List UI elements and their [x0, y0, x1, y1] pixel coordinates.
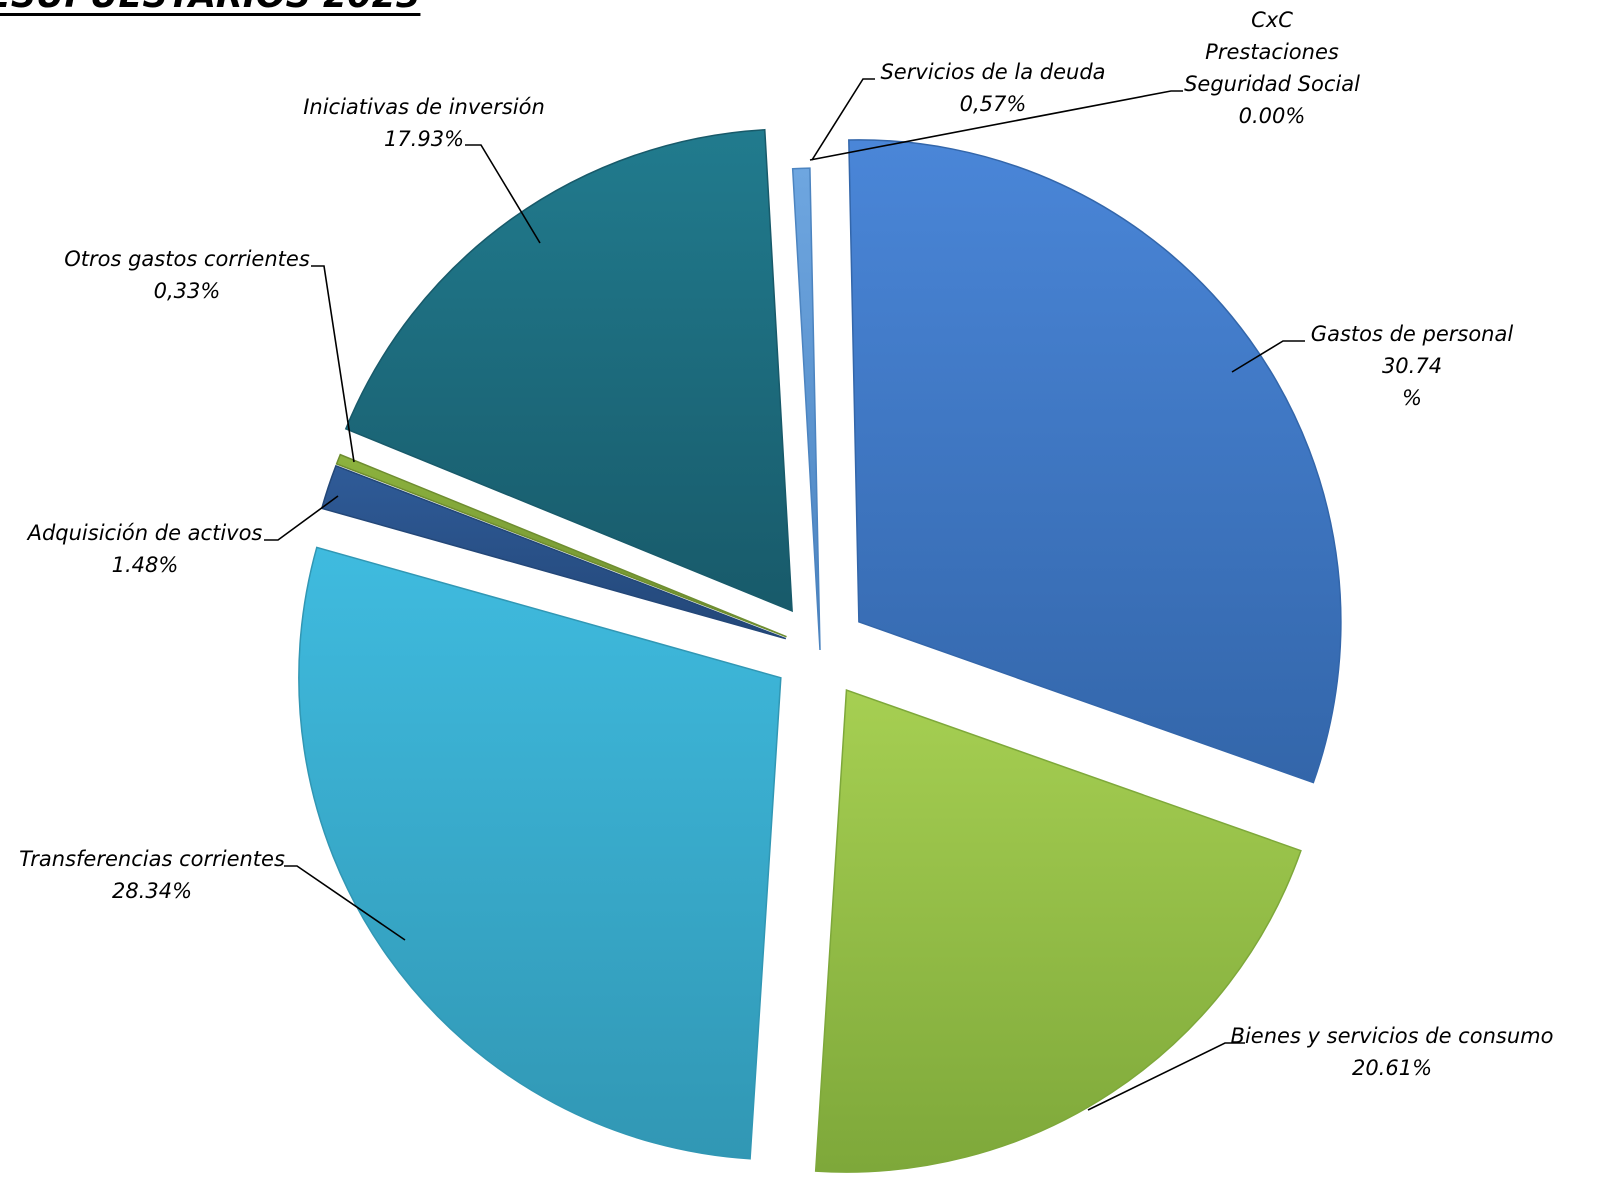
slice-label-gastos-de-personal: Gastos de personal 30.74%	[1311, 322, 1514, 410]
slice-value: %	[1402, 386, 1422, 410]
slice-label-bienes-y-servicios-de-consumo: Bienes y servicios de consumo 20.61%	[1231, 1024, 1554, 1080]
pie-slice-transferencias-corrientes	[298, 546, 782, 1160]
leader-line-cxc-prestaciones-seguridad-social	[809, 90, 1183, 161]
slice-value: 20.61%	[1352, 1056, 1432, 1080]
leader-line-transferencias-corrientes	[284, 865, 406, 941]
pie-slice-gastos-de-personal	[848, 139, 1342, 784]
slice-label-adquisicion-de-activos: Adquisición de activos 1.48%	[26, 521, 263, 577]
leader-line-servicios-de-la-deuda	[811, 78, 875, 161]
pie-slice-otros-gastos-corrientes	[335, 453, 787, 638]
slice-label-cxc-prestaciones-seguridad-social: CxC Prestaciones Seguridad Social 0.00%	[1184, 8, 1360, 128]
slice-value: 30.74	[1382, 354, 1442, 378]
leader-line-adquisicion-de-activos	[264, 495, 339, 541]
slices-layer	[298, 128, 1342, 1173]
leader-lines	[264, 78, 1305, 1111]
leader-line-bienes-y-servicios-de-consumo	[1087, 1042, 1245, 1111]
slice-value: 1.48%	[112, 553, 179, 577]
pie-slice-bienes-y-servicios-de-consumo	[814, 689, 1302, 1173]
slice-name: Gastos de personal	[1311, 322, 1514, 346]
slice-name: Seguridad Social	[1184, 72, 1360, 96]
leader-line-iniciativas-de-inversion	[465, 144, 541, 244]
slice-labels: Gastos de personal 30.74% Bienes y servici…	[19, 8, 1553, 1080]
slice-label-transferencias-corrientes: Transferencias corrientes 28.34%	[19, 847, 285, 903]
slice-name: Prestaciones	[1205, 40, 1339, 64]
slice-name: CxC	[1251, 8, 1293, 32]
slice-name: Transferencias corrientes	[19, 847, 285, 871]
leader-line-gastos-de-personal	[1231, 340, 1305, 373]
slice-name: Otros gastos corrientes	[64, 247, 310, 271]
slice-name: Adquisición de activos	[26, 521, 263, 545]
leader-line-otros-gastos-corrientes	[311, 265, 355, 463]
slice-name: Bienes y servicios de consumo	[1231, 1024, 1554, 1048]
pie-slice-iniciativas-de-inversion	[344, 128, 793, 613]
slice-name: Servicios de la deuda	[880, 60, 1105, 84]
slice-value: 0,57%	[960, 92, 1027, 116]
slice-label-otros-gastos-corrientes: Otros gastos corrientes 0,33%	[64, 247, 310, 303]
slice-value: 17.93%	[384, 127, 464, 151]
slice-name: Iniciativas de inversión	[303, 95, 545, 119]
slice-value: 0,33%	[154, 279, 221, 303]
pie-slice-servicios-de-la-deuda	[791, 167, 821, 651]
slice-value: 28.34%	[112, 879, 192, 903]
chart-title: RESUPUESTARIOS 2023	[0, 0, 420, 16]
slice-label-servicios-de-la-deuda: Servicios de la deuda 0,57%	[880, 60, 1105, 116]
slice-label-iniciativas-de-inversion: Iniciativas de inversión 17.93%	[303, 95, 545, 151]
slice-value: 0.00%	[1239, 104, 1306, 128]
